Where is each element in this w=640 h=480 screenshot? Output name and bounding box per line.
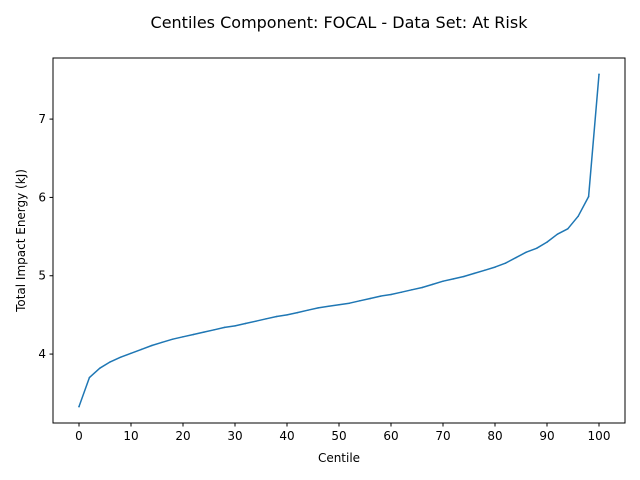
data-point <box>338 303 340 306</box>
data-point <box>182 336 184 338</box>
data-point <box>442 280 444 282</box>
data-point <box>88 376 91 379</box>
x-axis-label: Centile <box>318 451 360 465</box>
data-point <box>379 295 382 297</box>
data-point <box>452 278 455 280</box>
data-point <box>275 315 278 318</box>
data-point <box>296 311 299 314</box>
y-tick-label: 5 <box>38 269 46 283</box>
x-tick-label: 0 <box>75 429 83 443</box>
data-point <box>171 338 174 340</box>
x-tick-label: 20 <box>175 429 190 443</box>
plot-frame <box>52 57 626 424</box>
y-tick-label: 4 <box>38 347 46 361</box>
x-tick-label: 70 <box>435 429 450 443</box>
data-point <box>140 348 143 351</box>
data-point <box>587 195 590 198</box>
data-point <box>494 266 496 268</box>
data-point <box>99 367 101 369</box>
data-point <box>535 247 538 250</box>
data-point <box>598 73 600 76</box>
data-point <box>577 215 579 217</box>
x-axis-ticks: 0 10 20 30 40 50 60 70 80 90 100 <box>75 423 610 443</box>
x-tick-label: 80 <box>487 429 502 443</box>
data-point <box>556 233 559 235</box>
data-point <box>463 275 465 278</box>
x-tick-label: 60 <box>383 429 398 443</box>
data-point <box>255 320 257 322</box>
data-point <box>400 291 403 293</box>
data-point <box>244 322 247 325</box>
y-tick-label: 7 <box>38 112 46 126</box>
x-tick-label: 40 <box>279 429 294 443</box>
plot-area <box>78 73 600 408</box>
x-tick-label: 30 <box>227 429 242 443</box>
data-point <box>234 325 236 327</box>
data-point <box>348 302 351 304</box>
y-axis-label: Total Impact Energy (kJ) <box>14 169 28 313</box>
data-point <box>213 329 215 331</box>
data-point <box>130 352 132 355</box>
data-point <box>203 331 205 333</box>
data-point <box>369 297 371 300</box>
data-point <box>223 326 226 329</box>
x-tick-label: 10 <box>123 429 138 443</box>
data-point <box>504 262 507 264</box>
x-tick-label: 90 <box>539 429 554 443</box>
data-point <box>109 361 111 363</box>
data-point <box>327 305 330 308</box>
x-tick-label: 100 <box>588 429 611 443</box>
data-point <box>78 405 80 408</box>
data-point <box>359 300 361 302</box>
data-point <box>317 307 319 309</box>
data-point <box>286 314 288 316</box>
chart-title: Centiles Component: FOCAL - Data Set: At… <box>151 13 529 32</box>
data-point <box>192 333 195 336</box>
data-point <box>567 228 569 230</box>
data-point <box>151 344 153 347</box>
x-tick-label: 50 <box>331 429 346 443</box>
data-point <box>473 272 475 275</box>
data-point <box>546 241 548 243</box>
y-tick-label: 6 <box>38 190 46 204</box>
data-point <box>483 269 486 272</box>
data-point <box>307 309 309 311</box>
data-point <box>161 341 163 344</box>
data-point <box>411 289 413 291</box>
data-point <box>525 251 527 253</box>
data-point <box>390 293 392 296</box>
data-point <box>431 283 434 286</box>
data-point <box>515 256 517 259</box>
data-point <box>119 356 122 358</box>
y-axis-ticks: 4 5 6 7 <box>38 112 53 361</box>
data-point <box>421 286 423 289</box>
data-point <box>265 318 267 320</box>
